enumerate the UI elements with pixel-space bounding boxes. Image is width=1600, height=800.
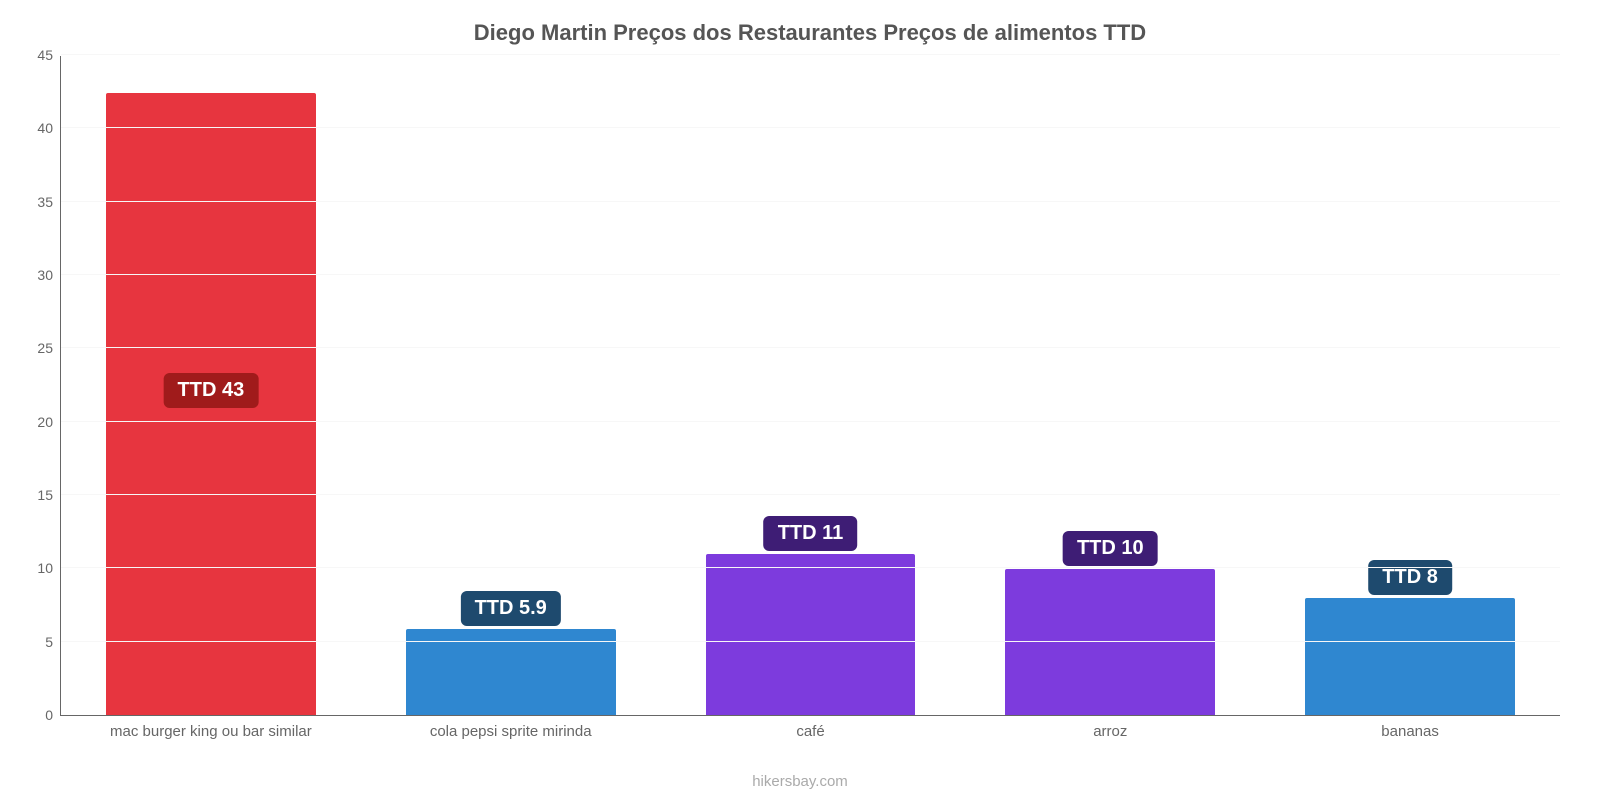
plot-area: TTD 43TTD 5.9TTD 11TTD 10TTD 8 mac burge… — [60, 56, 1560, 716]
bar-value-badge: TTD 43 — [164, 373, 259, 408]
y-tick-label: 10 — [37, 560, 61, 576]
bar: TTD 11 — [706, 554, 916, 715]
gridline — [61, 567, 1560, 568]
bar-value-badge: TTD 10 — [1063, 531, 1158, 566]
bar-slot: TTD 11 — [661, 56, 961, 715]
gridline — [61, 201, 1560, 202]
x-axis: mac burger king ou bar similarcola pepsi… — [61, 715, 1560, 740]
bar: TTD 43 — [106, 93, 316, 715]
gridline — [61, 127, 1560, 128]
gridline — [61, 347, 1560, 348]
gridline — [61, 54, 1560, 55]
x-tick-label: café — [661, 723, 961, 740]
y-tick-label: 25 — [37, 340, 61, 356]
y-tick-label: 40 — [37, 120, 61, 136]
bar: TTD 8 — [1305, 598, 1515, 715]
bar-slot: TTD 10 — [960, 56, 1260, 715]
y-tick-label: 30 — [37, 267, 61, 283]
bar: TTD 10 — [1005, 569, 1215, 715]
x-tick-label: mac burger king ou bar similar — [61, 723, 361, 740]
bar-value-badge: TTD 5.9 — [461, 591, 561, 626]
gridline — [61, 274, 1560, 275]
bar-slot: TTD 8 — [1260, 56, 1560, 715]
bar-slot: TTD 43 — [61, 56, 361, 715]
bar-slot: TTD 5.9 — [361, 56, 661, 715]
x-tick-label: bananas — [1260, 723, 1560, 740]
y-tick-label: 20 — [37, 414, 61, 430]
chart-container: Diego Martin Preços dos Restaurantes Pre… — [0, 0, 1600, 800]
y-tick-label: 35 — [37, 194, 61, 210]
y-tick-label: 5 — [45, 634, 61, 650]
bars-container: TTD 43 TTD 5.9 TTD 11 TTD 10 TTD 8 — [61, 56, 1560, 715]
chart-footer-attribution: hikersbay.com — [0, 773, 1600, 790]
bar-value-badge: TTD 8 — [1368, 560, 1452, 595]
gridline — [61, 641, 1560, 642]
bar-value-badge: TTD 11 — [764, 516, 858, 551]
y-tick-label: 45 — [37, 47, 61, 63]
gridline — [61, 421, 1560, 422]
y-tick-label: 15 — [37, 487, 61, 503]
x-tick-label: cola pepsi sprite mirinda — [361, 723, 661, 740]
x-tick-label: arroz — [960, 723, 1260, 740]
gridline — [61, 494, 1560, 495]
y-tick-label: 0 — [45, 707, 61, 723]
chart-title: Diego Martin Preços dos Restaurantes Pre… — [60, 20, 1560, 46]
